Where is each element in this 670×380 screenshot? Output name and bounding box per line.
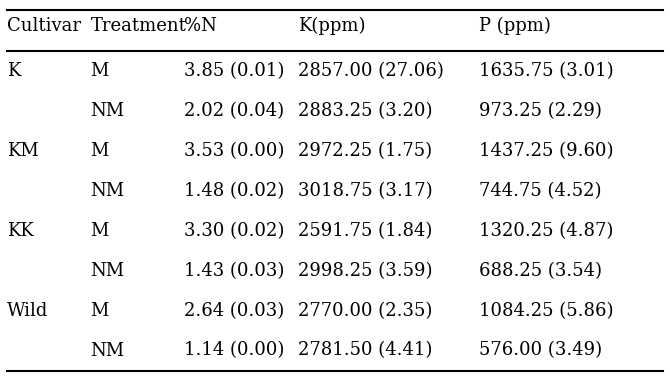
Text: 1.48 (0.02): 1.48 (0.02) [184,182,285,200]
Text: M: M [90,142,109,160]
Text: NM: NM [90,262,125,280]
Text: Cultivar: Cultivar [7,17,80,35]
Text: 1.14 (0.00): 1.14 (0.00) [184,342,285,359]
Text: 2591.75 (1.84): 2591.75 (1.84) [298,222,433,240]
Text: 973.25 (2.29): 973.25 (2.29) [479,102,602,120]
Text: 3.53 (0.00): 3.53 (0.00) [184,142,285,160]
Text: KM: KM [7,142,38,160]
Text: 2.02 (0.04): 2.02 (0.04) [184,102,284,120]
Text: 2883.25 (3.20): 2883.25 (3.20) [298,102,433,120]
Text: Treatment: Treatment [90,17,186,35]
Text: Wild: Wild [7,302,48,320]
Text: NM: NM [90,102,125,120]
Text: 2770.00 (2.35): 2770.00 (2.35) [298,302,433,320]
Text: NM: NM [90,182,125,200]
Text: M: M [90,302,109,320]
Text: M: M [90,222,109,240]
Text: 576.00 (3.49): 576.00 (3.49) [479,342,602,359]
Text: K: K [7,62,20,80]
Text: P (ppm): P (ppm) [479,17,551,35]
Text: KK: KK [7,222,34,240]
Text: 1437.25 (9.60): 1437.25 (9.60) [479,142,614,160]
Text: NM: NM [90,342,125,359]
Text: 744.75 (4.52): 744.75 (4.52) [479,182,602,200]
Text: 3.85 (0.01): 3.85 (0.01) [184,62,285,80]
Text: M: M [90,62,109,80]
Text: 688.25 (3.54): 688.25 (3.54) [479,262,602,280]
Text: 1635.75 (3.01): 1635.75 (3.01) [479,62,614,80]
Text: 1320.25 (4.87): 1320.25 (4.87) [479,222,614,240]
Text: K(ppm): K(ppm) [298,17,366,35]
Text: 1.43 (0.03): 1.43 (0.03) [184,262,285,280]
Text: %N: %N [184,17,217,35]
Text: 2857.00 (27.06): 2857.00 (27.06) [298,62,444,80]
Text: 3018.75 (3.17): 3018.75 (3.17) [298,182,433,200]
Text: 2781.50 (4.41): 2781.50 (4.41) [298,342,433,359]
Text: 2998.25 (3.59): 2998.25 (3.59) [298,262,433,280]
Text: 2972.25 (1.75): 2972.25 (1.75) [298,142,432,160]
Text: 2.64 (0.03): 2.64 (0.03) [184,302,285,320]
Text: 3.30 (0.02): 3.30 (0.02) [184,222,285,240]
Text: 1084.25 (5.86): 1084.25 (5.86) [479,302,614,320]
